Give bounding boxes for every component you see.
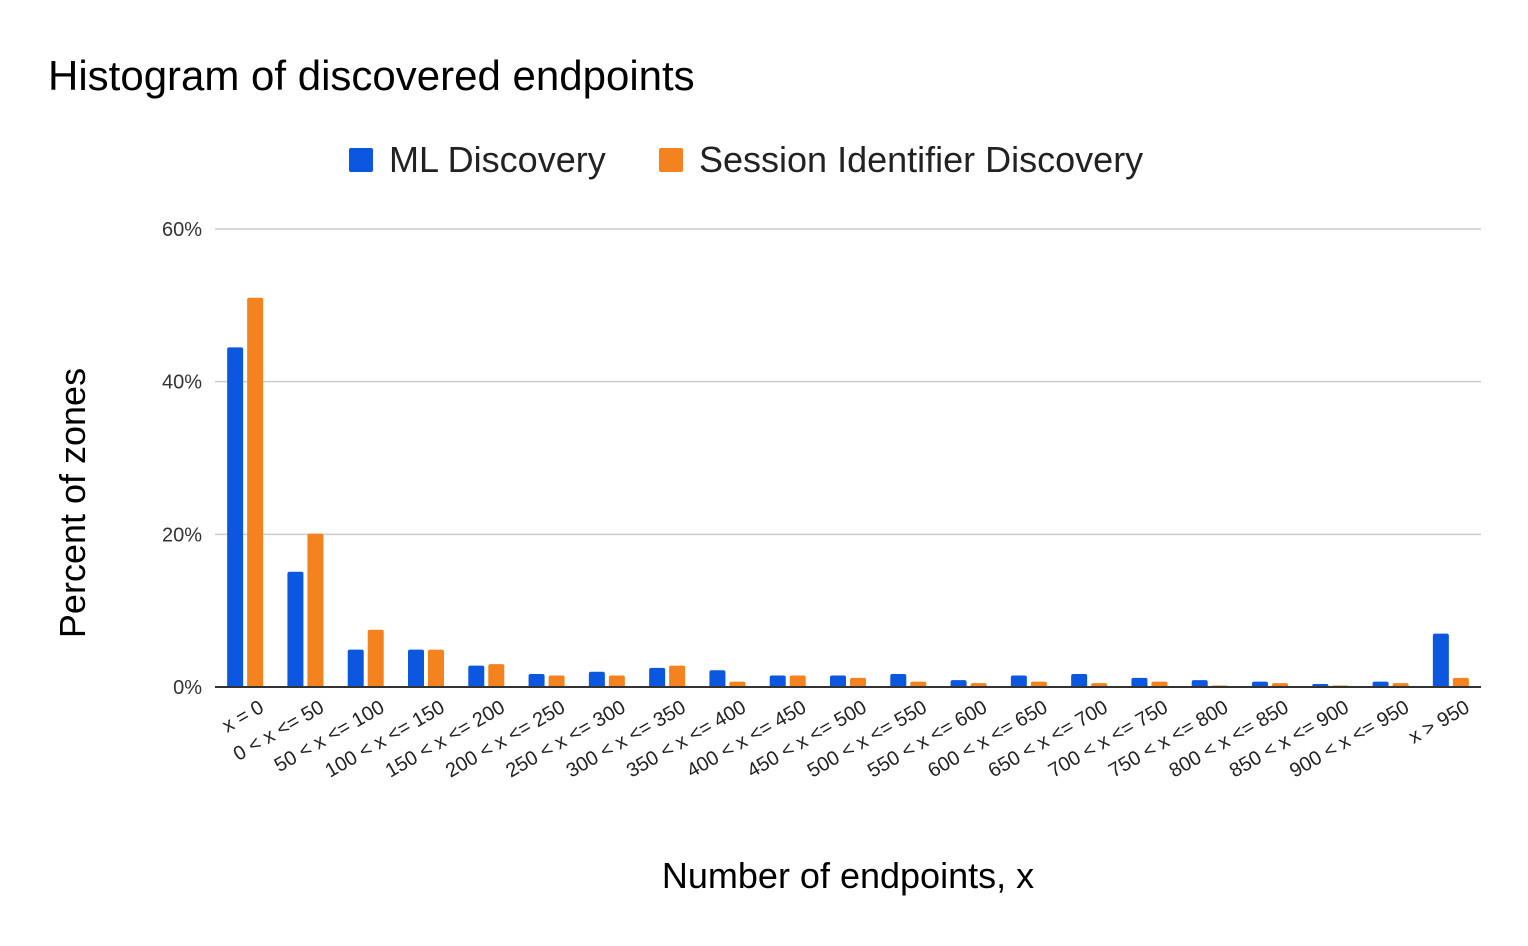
bar-session-identifier-discovery [488,664,505,687]
bar-ml-discovery [287,571,304,687]
bar-session-identifier-discovery [910,681,927,687]
legend-swatch-session-identifier-discovery [659,148,683,172]
bar-session-identifier-discovery [367,629,384,687]
legend-label-ml-discovery: ML Discovery [389,139,606,180]
y-tick-label: 20% [162,524,202,546]
bar-ml-discovery [1372,681,1389,687]
y-axis-label: Percent of zones [52,368,93,638]
bar-ml-discovery [890,674,907,687]
bar-session-identifier-discovery [548,675,565,687]
chart-title: Histogram of discovered endpoints [48,52,695,99]
bar-ml-discovery [1191,680,1208,687]
bar-session-identifier-discovery [850,677,866,687]
bar-ml-discovery [1010,675,1027,687]
y-axis-tick-labels: 0% 20% 40% 60% [162,219,202,699]
x-tick-label: x > 950 [1405,696,1473,748]
y-tick-label: 60% [162,219,202,241]
bar-ml-discovery [468,665,485,687]
bar-ml-discovery [1252,681,1268,687]
y-tick-label: 0% [173,677,202,699]
bar-ml-discovery [1071,674,1088,687]
bar-session-identifier-discovery [247,297,264,687]
bar-session-identifier-discovery [729,681,746,687]
bar-session-identifier-discovery [669,665,686,687]
bar-ml-discovery [830,675,846,687]
bar-ml-discovery [769,675,786,687]
bar-session-identifier-discovery [307,533,324,687]
bar-ml-discovery [347,649,364,687]
bar-ml-discovery [408,649,424,687]
bars [227,297,1469,687]
bar-session-identifier-discovery [428,649,444,687]
legend: ML Discovery Session Identifier Discover… [349,139,1143,180]
legend-label-session-identifier-discovery: Session Identifier Discovery [699,139,1143,180]
bar-session-identifier-discovery [608,675,625,687]
bar-session-identifier-discovery [1452,677,1469,687]
bar-session-identifier-discovery [789,675,806,687]
bar-ml-discovery [1432,633,1449,687]
y-tick-label: 40% [162,372,202,394]
gridlines [215,228,1481,536]
bar-ml-discovery [1131,677,1148,687]
bar-session-identifier-discovery [1030,681,1047,687]
bar-ml-discovery [588,671,605,687]
legend-swatch-ml-discovery [349,148,373,172]
bar-ml-discovery [528,674,545,687]
bar-ml-discovery [709,670,726,687]
bar-session-identifier-discovery [1151,681,1168,687]
bar-ml-discovery [649,667,666,687]
x-axis-label: Number of endpoints, x [662,855,1034,896]
bar-ml-discovery [227,347,244,687]
bar-ml-discovery [950,680,967,687]
